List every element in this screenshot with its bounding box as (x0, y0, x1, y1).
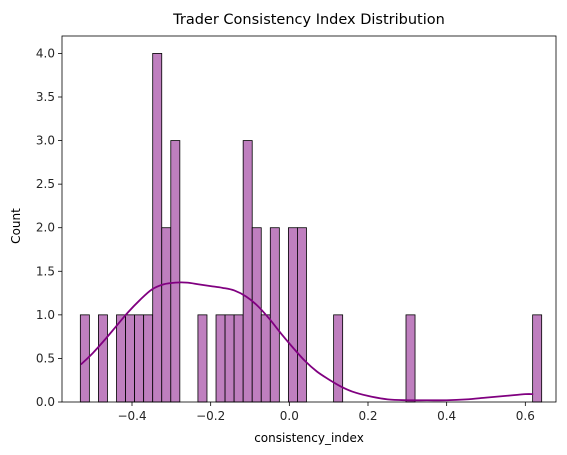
x-tick-label: −0.2 (196, 409, 225, 423)
histogram-bar (125, 314, 136, 403)
histogram-bar (215, 314, 226, 403)
y-tick-label: 2.5 (36, 177, 55, 191)
histogram-bar (197, 314, 208, 403)
histogram-bar (98, 314, 108, 403)
histogram-bar (405, 314, 416, 403)
x-tick-label: −0.4 (117, 409, 146, 423)
histogram-bar (242, 140, 253, 403)
y-tick-label: 1.5 (36, 264, 55, 278)
y-tick-label: 4.0 (36, 46, 55, 60)
histogram-bar (224, 314, 235, 403)
y-axis-label: Count (9, 208, 23, 244)
x-tick-label: 0.6 (516, 409, 535, 423)
kde-curve (80, 281, 534, 402)
histogram-bar (170, 140, 181, 403)
histogram-bar (287, 227, 298, 403)
histogram-bar (333, 314, 344, 403)
histogram-bar (152, 53, 163, 403)
plot-frame (61, 35, 557, 403)
x-tick-label: 0.0 (280, 409, 299, 423)
histogram-bar (251, 227, 262, 403)
histogram-bar (116, 314, 126, 403)
histogram-bars (79, 53, 543, 403)
y-tick-label: 2.0 (36, 221, 55, 235)
y-tick-label: 1.0 (36, 308, 55, 322)
x-axis-ticks: −0.4 −0.2 0.0 0.2 0.4 0.6 (117, 402, 535, 423)
chart-title: Trader Consistency Index Distribution (172, 12, 445, 28)
histogram-bar (233, 314, 244, 403)
y-tick-label: 3.5 (36, 90, 55, 104)
y-tick-label: 0.5 (36, 351, 55, 365)
y-tick-label: 3.0 (36, 134, 55, 148)
x-axis-label: consistency_index (254, 431, 364, 445)
histogram-bar (297, 227, 307, 403)
x-tick-label: 0.2 (358, 409, 377, 423)
histogram-bar (161, 227, 172, 403)
histogram-bar (143, 314, 154, 403)
y-tick-label: 0.0 (36, 395, 55, 409)
histogram-bar (532, 314, 543, 403)
histogram-bar (260, 314, 271, 403)
histogram-bar (269, 227, 280, 403)
y-axis-ticks: 0.0 0.5 1.0 1.5 2.0 2.5 3.0 3.5 4.0 (36, 46, 62, 409)
histogram-bar (134, 314, 145, 403)
x-tick-label: 0.4 (437, 409, 456, 423)
